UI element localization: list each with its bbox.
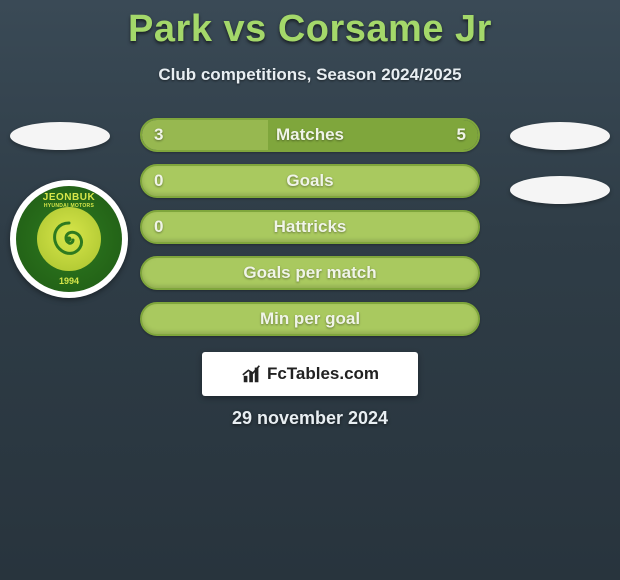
stat-row-goals: 0 Goals	[0, 164, 620, 210]
date-line: 29 november 2024	[0, 408, 620, 429]
stat-row-gpm: Goals per match	[0, 256, 620, 302]
stat-bar-mpg: Min per goal	[140, 302, 480, 336]
stat-label: Goals	[142, 166, 478, 196]
stat-row-mpg: Min per goal	[0, 302, 620, 348]
stat-row-hattricks: 0 Hattricks	[0, 210, 620, 256]
page-subtitle: Club competitions, Season 2024/2025	[0, 65, 620, 85]
bar-chart-icon	[241, 363, 263, 385]
stat-label: Hattricks	[142, 212, 478, 242]
stat-bar-gpm: Goals per match	[140, 256, 480, 290]
attribution-text: FcTables.com	[267, 364, 379, 384]
stat-seg-right	[268, 120, 478, 150]
comparison-infographic: Park vs Corsame Jr Club competitions, Se…	[0, 0, 620, 580]
stat-bar-matches: 3 Matches 5	[140, 118, 480, 152]
page-title: Park vs Corsame Jr	[0, 0, 620, 51]
stat-bar-hattricks: 0 Hattricks	[140, 210, 480, 244]
stat-row-matches: 3 Matches 5	[0, 118, 620, 164]
stat-bar-goals: 0 Goals	[140, 164, 480, 198]
stats-container: 3 Matches 5 0 Goals 0 Hattricks Goals pe…	[0, 118, 620, 348]
stat-left-value: 0	[154, 212, 163, 242]
stat-left-value: 0	[154, 166, 163, 196]
stat-label: Min per goal	[142, 304, 478, 334]
attribution-badge: FcTables.com	[202, 352, 418, 396]
stat-left-value: 3	[154, 120, 163, 150]
stat-label: Goals per match	[142, 258, 478, 288]
stat-right-value: 5	[457, 120, 466, 150]
